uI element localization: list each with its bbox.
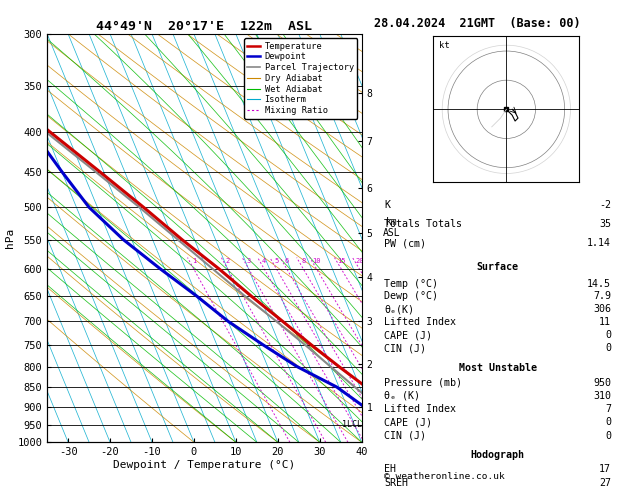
Text: 950: 950 (593, 378, 611, 387)
Text: Totals Totals: Totals Totals (384, 219, 462, 229)
Text: 7.9: 7.9 (593, 292, 611, 301)
Text: PW (cm): PW (cm) (384, 238, 426, 248)
Text: 1.14: 1.14 (587, 238, 611, 248)
Text: CIN (J): CIN (J) (384, 431, 426, 441)
Text: EH: EH (384, 464, 396, 474)
Text: kt: kt (439, 41, 450, 50)
Text: Hodograph: Hodograph (470, 450, 525, 460)
Text: 0: 0 (605, 343, 611, 353)
Text: Pressure (mb): Pressure (mb) (384, 378, 462, 387)
Text: 17: 17 (599, 464, 611, 474)
Text: 8: 8 (301, 258, 306, 264)
Text: 14.5: 14.5 (587, 278, 611, 289)
Text: -2: -2 (599, 200, 611, 209)
Text: Temp (°C): Temp (°C) (384, 278, 438, 289)
Text: CIN (J): CIN (J) (384, 343, 426, 353)
Text: 1LCL: 1LCL (342, 420, 362, 429)
Text: CAPE (J): CAPE (J) (384, 417, 432, 427)
Text: 2: 2 (226, 258, 230, 264)
Text: 11: 11 (599, 317, 611, 328)
Text: 7: 7 (605, 404, 611, 414)
Text: Surface: Surface (477, 262, 518, 272)
Text: 0: 0 (605, 417, 611, 427)
Text: CAPE (J): CAPE (J) (384, 330, 432, 340)
Text: 15: 15 (337, 258, 345, 264)
Text: Lifted Index: Lifted Index (384, 317, 456, 328)
Text: © weatheronline.co.uk: © weatheronline.co.uk (384, 472, 504, 481)
Text: 35: 35 (599, 219, 611, 229)
Text: 28.04.2024  21GMT  (Base: 00): 28.04.2024 21GMT (Base: 00) (374, 17, 581, 30)
Legend: Temperature, Dewpoint, Parcel Trajectory, Dry Adiabat, Wet Adiabat, Isotherm, Mi: Temperature, Dewpoint, Parcel Trajectory… (244, 38, 357, 119)
Text: 1: 1 (192, 258, 196, 264)
Text: 0: 0 (605, 330, 611, 340)
Text: 4: 4 (262, 258, 266, 264)
Y-axis label: km
ASL: km ASL (383, 217, 401, 238)
Text: θₑ (K): θₑ (K) (384, 391, 420, 401)
Text: 306: 306 (593, 304, 611, 314)
Text: 310: 310 (593, 391, 611, 401)
Title: 44°49'N  20°17'E  122m  ASL: 44°49'N 20°17'E 122m ASL (96, 20, 313, 33)
Text: 6: 6 (285, 258, 289, 264)
Text: SREH: SREH (384, 478, 408, 486)
Text: θₑ(K): θₑ(K) (384, 304, 414, 314)
Text: Lifted Index: Lifted Index (384, 404, 456, 414)
Y-axis label: hPa: hPa (4, 228, 14, 248)
Text: 20: 20 (355, 258, 364, 264)
Text: 27: 27 (599, 478, 611, 486)
Text: 3: 3 (247, 258, 251, 264)
Text: K: K (384, 200, 390, 209)
Text: 0: 0 (605, 431, 611, 441)
Text: Most Unstable: Most Unstable (459, 363, 537, 373)
X-axis label: Dewpoint / Temperature (°C): Dewpoint / Temperature (°C) (113, 460, 296, 470)
Text: 5: 5 (274, 258, 279, 264)
Text: Dewp (°C): Dewp (°C) (384, 292, 438, 301)
Text: 10: 10 (313, 258, 321, 264)
